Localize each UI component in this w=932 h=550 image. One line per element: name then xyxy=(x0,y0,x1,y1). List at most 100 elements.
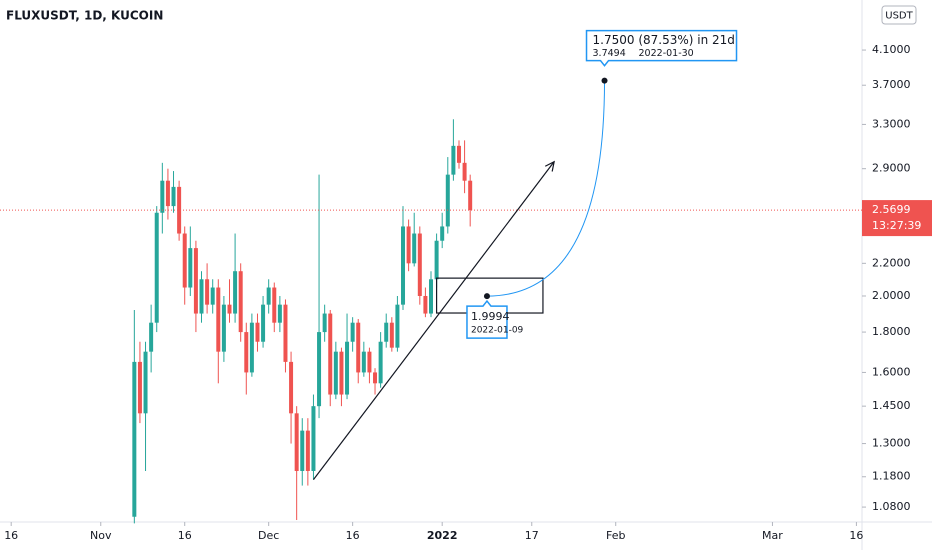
candle-body xyxy=(401,226,406,305)
candle-body xyxy=(199,279,204,314)
y-tick-label: 3.7000 xyxy=(872,78,911,91)
candle-body xyxy=(456,145,461,163)
candle-body xyxy=(322,313,327,333)
candle-body xyxy=(216,287,221,352)
candle-body xyxy=(171,186,176,207)
candle-body xyxy=(149,322,154,352)
y-tick-label: 1.0800 xyxy=(872,500,911,513)
candle-body xyxy=(300,430,305,471)
y-tick-label: 2.9000 xyxy=(872,162,911,175)
candle-body xyxy=(417,233,422,296)
x-tick-label: 16 xyxy=(849,529,863,542)
candle-body xyxy=(277,304,282,323)
candle-body xyxy=(205,279,210,305)
y-tick-label: 1.3000 xyxy=(872,437,911,450)
candle-body xyxy=(261,304,266,342)
candle-body xyxy=(289,361,294,414)
start-callout xyxy=(466,299,508,339)
target-price: 3.7494 xyxy=(593,48,626,59)
candle-body xyxy=(233,271,238,314)
candle-body xyxy=(350,322,355,342)
candle-body xyxy=(333,351,338,395)
candle-body xyxy=(182,233,187,288)
candle-body xyxy=(423,295,428,314)
candle-body xyxy=(177,186,182,234)
candle-body xyxy=(143,351,148,414)
y-tick-label: 2.2000 xyxy=(872,256,911,269)
start-price: 1.9994 xyxy=(471,310,510,323)
target-change: 1.7500 (87.53%) in 21d xyxy=(593,33,735,47)
x-tick-label: 16 xyxy=(346,529,360,542)
candle-body xyxy=(468,180,473,211)
y-tick-label: 1.4500 xyxy=(872,399,911,412)
candle-body xyxy=(406,226,411,264)
candle-body xyxy=(412,233,417,264)
candle-body xyxy=(305,430,310,471)
candle-body xyxy=(389,322,394,348)
candle-body xyxy=(440,226,445,241)
y-tick-label: 4.1000 xyxy=(872,43,911,56)
candle-body xyxy=(132,361,137,517)
candle-body xyxy=(294,413,299,471)
plot xyxy=(132,119,473,524)
candle-body xyxy=(283,304,288,362)
x-tick-label: Feb xyxy=(606,529,625,542)
trend-arrow xyxy=(544,160,555,172)
candle-body xyxy=(445,174,450,227)
candle-body xyxy=(193,248,198,314)
y-tick-label: 1.6000 xyxy=(872,365,911,378)
candle-body xyxy=(345,341,350,395)
x-tick-label: 2022 xyxy=(427,529,458,542)
candle-body xyxy=(395,304,400,348)
target-callout xyxy=(585,29,738,67)
trend-line xyxy=(312,161,555,481)
target-date: 2022-01-30 xyxy=(639,48,694,59)
candle-body xyxy=(221,304,226,352)
y-tick-label: 1.1800 xyxy=(872,470,911,483)
candle-body xyxy=(378,341,383,384)
candle-body xyxy=(154,212,159,323)
y-tick-label: 3.3000 xyxy=(872,117,911,130)
projection-target xyxy=(601,77,608,84)
x-tick-label: 16 xyxy=(4,529,18,542)
candle-body xyxy=(451,145,456,175)
candle-body xyxy=(311,406,316,471)
projection-start xyxy=(483,293,490,300)
candle-body xyxy=(244,332,249,373)
candle-body xyxy=(255,322,260,342)
candle-body xyxy=(367,351,372,373)
candle-body xyxy=(434,240,439,280)
candle-body xyxy=(339,351,344,395)
x-tick-label: 17 xyxy=(525,529,539,542)
countdown-label: 13:27:39 xyxy=(872,219,921,232)
candle-body xyxy=(462,162,467,181)
overlay: 2.5699 13:27:39 1.9994 2022-01-09 1.7500 (87… xyxy=(0,29,932,481)
candle-body xyxy=(356,322,361,373)
candle-body xyxy=(272,287,277,323)
currency-label: USDT xyxy=(885,11,913,22)
candle-body xyxy=(317,332,322,407)
candle-body xyxy=(384,322,389,342)
candle-body xyxy=(373,372,378,384)
y-tick-label: 2.0000 xyxy=(872,289,911,302)
candle-body xyxy=(165,180,170,207)
chart-title: FLUXUSDT, 1D, KUCOIN xyxy=(6,9,163,23)
x-tick-label: 16 xyxy=(178,529,192,542)
candle-body xyxy=(210,287,215,305)
candle-body xyxy=(266,287,271,305)
candle-body xyxy=(137,361,142,414)
x-tick-label: Dec xyxy=(258,529,279,542)
last-price-label: 2.5699 xyxy=(872,203,911,216)
currency-badge[interactable] xyxy=(881,5,917,25)
candle-body xyxy=(238,271,243,333)
start-date: 2022-01-09 xyxy=(471,326,524,336)
candle-body xyxy=(328,313,333,395)
projection-curve xyxy=(486,80,606,297)
candle-body xyxy=(160,180,165,213)
last-price-box xyxy=(862,200,932,237)
y-tick-label: 1.8000 xyxy=(872,325,911,338)
candle-body xyxy=(361,351,366,373)
x-tick-label: Nov xyxy=(90,529,112,542)
